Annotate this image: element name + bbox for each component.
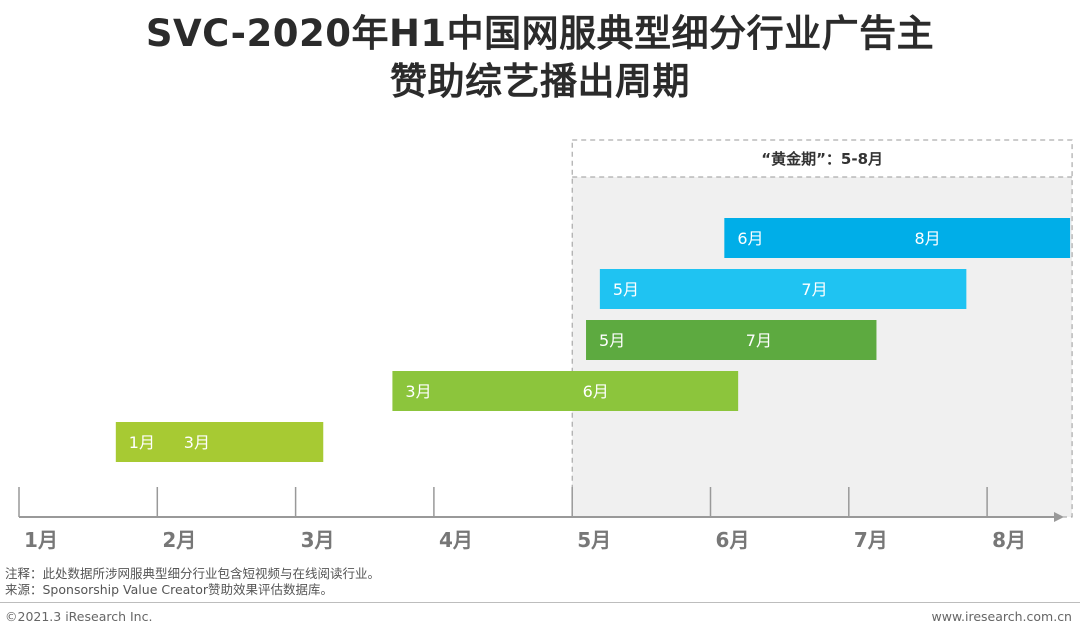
bar-4-end-label: 6月	[583, 382, 609, 401]
chart-title-line2: 赞助综艺播出周期	[390, 60, 690, 103]
bar-5-start-label: 1月	[129, 433, 155, 452]
chart-title: SVC-2020年H1中国网服典型细分行业广告主 赞助综艺播出周期	[0, 10, 1080, 106]
bar-2-start-label: 5月	[613, 280, 639, 299]
bar-1-start-label: 6月	[737, 229, 763, 248]
x-tick-label: 1月	[24, 528, 58, 552]
bar-3-end-label: 7月	[746, 331, 772, 350]
bar-3-start-label: 5月	[599, 331, 625, 350]
bar-5	[115, 422, 324, 462]
footer-copyright: ©2021.3 iResearch Inc.	[5, 609, 153, 624]
x-axis-arrow	[1054, 512, 1064, 522]
bar-2	[599, 269, 967, 309]
footer-website: www.iresearch.com.cn	[931, 609, 1073, 624]
x-tick-label: 5月	[577, 528, 611, 552]
footer-divider	[0, 602, 1080, 603]
x-tick-label: 6月	[716, 528, 750, 552]
x-tick-label: 2月	[162, 528, 196, 552]
bar-4-start-label: 3月	[405, 382, 431, 401]
bar-1-end-label: 8月	[914, 229, 940, 248]
bar-1	[724, 218, 1071, 258]
bar-5-end-label: 3月	[184, 433, 210, 452]
bar-2-end-label: 7月	[801, 280, 827, 299]
bar-3	[586, 320, 877, 360]
x-tick-label: 4月	[439, 528, 473, 552]
chart-title-line1: SVC-2020年H1中国网服典型细分行业广告主	[145, 12, 935, 55]
x-tick-label: 8月	[992, 528, 1026, 552]
x-tick-label: 7月	[854, 528, 888, 552]
chart-note: 注释：此处数据所涉网服典型细分行业包含短视频与在线阅读行业。	[5, 566, 381, 581]
x-tick-label: 3月	[301, 528, 335, 552]
highlight-label: “黄金期”：5-8月	[761, 150, 883, 168]
bar-4	[392, 371, 739, 411]
chart-source: 来源：Sponsorship Value Creator赞助效果评估数据库。	[5, 582, 333, 597]
